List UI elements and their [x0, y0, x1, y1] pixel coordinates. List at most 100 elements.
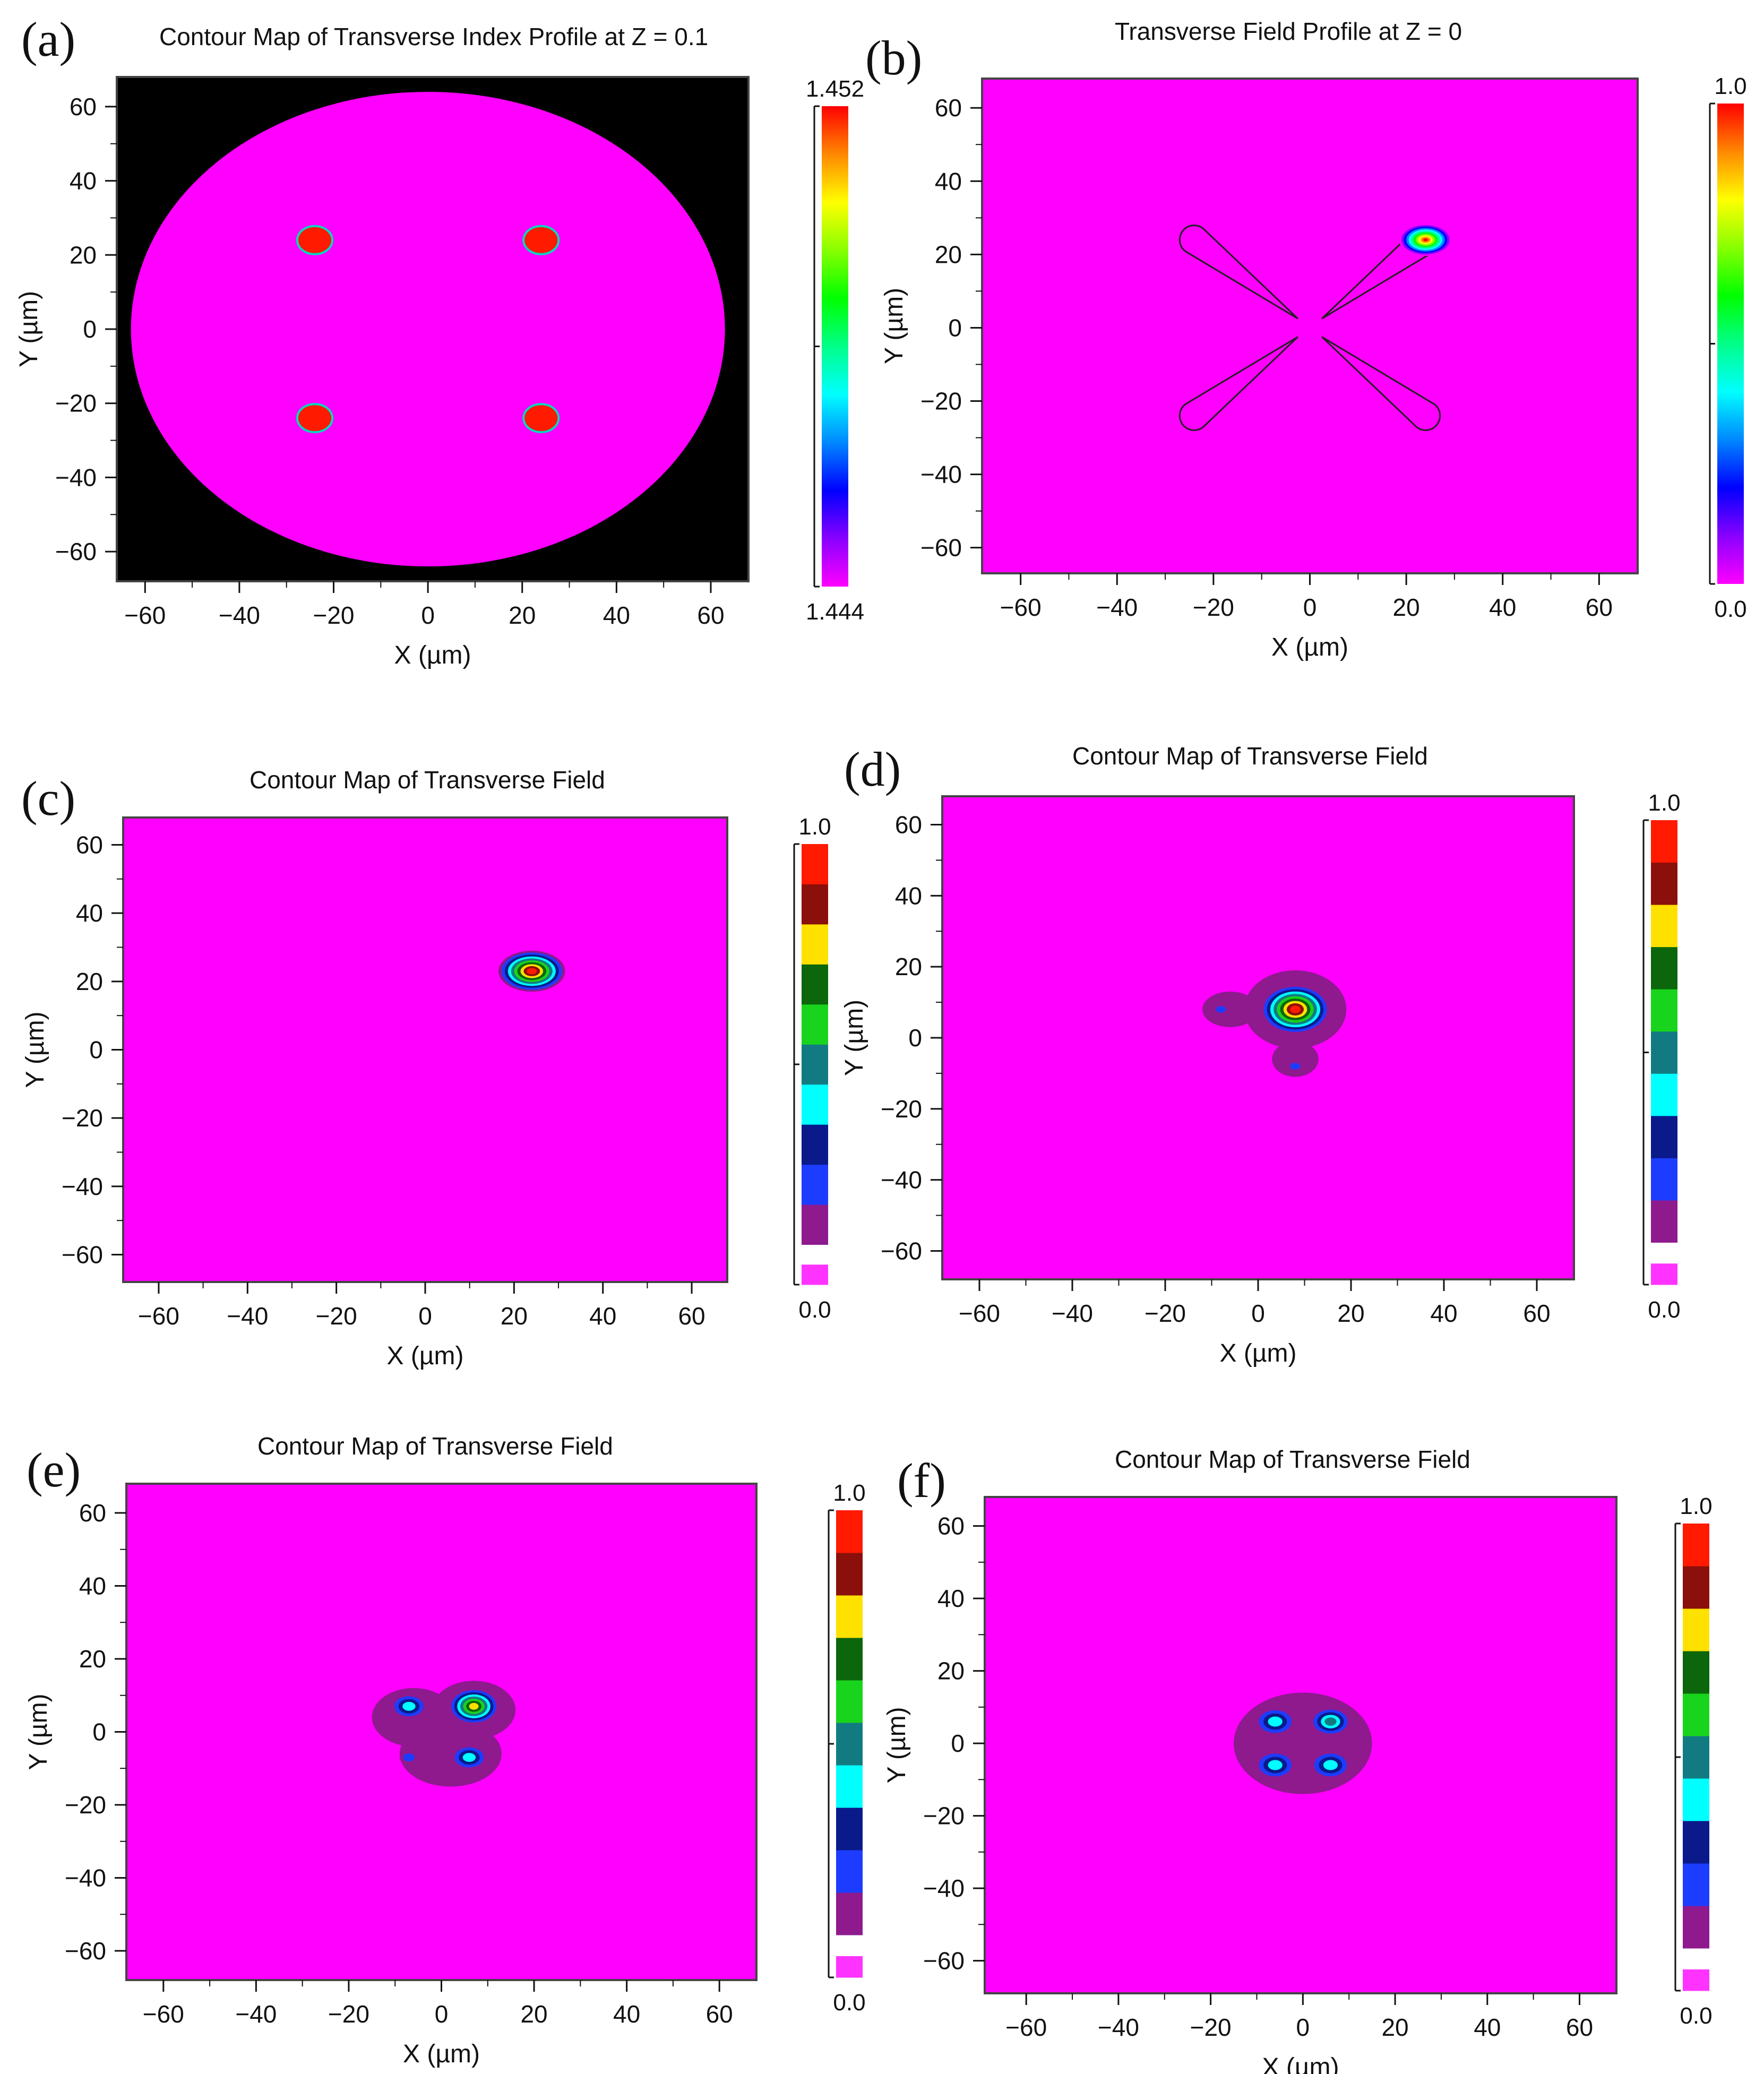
x-tick-label: −60 [1005, 2013, 1047, 2041]
colorbar-gradient [1717, 104, 1744, 584]
colorbar-level-7 [1651, 946, 1677, 989]
panel-b: (b) Transverse Field Profile at Z = 0−60−… [865, 18, 1747, 661]
colorbar-max-label: 1.0 [833, 1480, 865, 1506]
colorbar-level-10 [1683, 1524, 1709, 1567]
field-spot-2 [1287, 1061, 1304, 1072]
colorbar-level-2 [802, 1164, 828, 1205]
colorbar-level-1 [1683, 1906, 1709, 1949]
core-0 [298, 227, 332, 253]
x-tick-label: −60 [124, 601, 166, 629]
x-tick-label: 20 [520, 2000, 547, 2028]
y-tick-label: −40 [881, 1166, 922, 1194]
contour-level-10 [527, 968, 537, 975]
colorbar-level-8 [802, 924, 828, 965]
y-tick-label: −20 [920, 388, 962, 415]
x-tick-label: 40 [613, 2000, 640, 2028]
panel-a: (a) Contour Map of Transverse Index Profi… [15, 12, 864, 669]
x-tick-label: −60 [959, 1300, 1000, 1327]
field-level-10 [1423, 238, 1428, 242]
axes-a: −60 −40 −20 0 20 40 60 −60 −40 −20 0 20 40 60 X (µm) Y … [15, 93, 725, 669]
plot-area-e [126, 1484, 756, 1980]
x-axis-label: X (µm) [1220, 1339, 1297, 1367]
panel-label-a: (a) [21, 12, 75, 66]
y-axis-label: Y (µm) [840, 1000, 868, 1076]
x-axis-label: X (µm) [403, 2040, 480, 2068]
colorbar-level-1 [802, 1204, 828, 1245]
y-tick-label: −60 [65, 1937, 106, 1965]
x-tick-label: 60 [1523, 1300, 1550, 1327]
colorbar-level-3 [1683, 1821, 1709, 1864]
contour-halo-2 [399, 1720, 502, 1787]
y-tick-label: −60 [920, 534, 962, 562]
colorbar-level-8 [1651, 905, 1677, 948]
colorbar-c: 1.0 0.0 [793, 814, 831, 1323]
colorbar-level-2 [1651, 1158, 1677, 1201]
colorbar-max-label: 1.0 [798, 814, 831, 840]
x-axis-label: X (µm) [394, 641, 471, 669]
colorbar-level-2 [1683, 1863, 1709, 1906]
y-tick-label: 20 [895, 953, 922, 980]
colorbar-max-label: 1.0 [1680, 1493, 1712, 1519]
colorbar-level-0 [1683, 1969, 1709, 1991]
plot-background [982, 79, 1638, 573]
plot-area-b [982, 79, 1638, 573]
y-tick-label: 0 [948, 314, 962, 341]
axes-f: −60 −40 −20 0 20 40 60 −60 −40 −20 0 20 40 60 X (µm) Y … [883, 1512, 1593, 2074]
colorbar-level-6 [836, 1680, 863, 1723]
colorbar-max-label: 1.0 [1648, 790, 1680, 816]
colorbar-level-3 [802, 1124, 828, 1165]
colorbar-level-9 [1683, 1566, 1709, 1609]
colorbar-level-6 [1683, 1693, 1709, 1736]
x-tick-label: 20 [1337, 1300, 1364, 1327]
plot-background [123, 817, 727, 1282]
plot-frame [984, 1496, 1617, 1994]
y-tick-label: 0 [89, 1036, 103, 1064]
contour-level-4 [402, 1702, 416, 1711]
x-tick-label: 20 [1393, 593, 1420, 621]
colorbar-gradient [822, 106, 848, 587]
colorbar-level-10 [802, 844, 828, 884]
colorbar-level-0 [1651, 1263, 1677, 1285]
colorbar-level-4 [1683, 1778, 1709, 1821]
panel-title-f: Contour Map of Transverse Field [1115, 1445, 1470, 1473]
panel-label-c: (c) [21, 771, 75, 825]
colorbar-level-8 [836, 1595, 863, 1638]
x-tick-label: −20 [1193, 593, 1234, 621]
field-spot-0 [1399, 223, 1452, 256]
contour-level-4 [462, 1753, 476, 1762]
panel-label-d: (d) [844, 742, 901, 796]
colorbar-level-7 [1683, 1651, 1709, 1694]
y-tick-label: −20 [881, 1095, 922, 1123]
contour-halo-2 [1272, 1041, 1319, 1077]
panel-title-e: Contour Map of Transverse Field [257, 1432, 613, 1460]
colorbar-level-7 [836, 1638, 863, 1681]
colorbar-level-2 [836, 1850, 863, 1893]
y-tick-label: 40 [937, 1585, 965, 1612]
colorbar-min-label: 1.444 [806, 599, 864, 625]
field-spot-0 [1254, 1707, 1296, 1736]
x-tick-label: −40 [1096, 593, 1138, 621]
x-axis-label: X (µm) [387, 1342, 464, 1370]
y-tick-label: −40 [923, 1874, 965, 1902]
y-tick-label: 60 [895, 811, 922, 839]
colorbar-level-9 [1651, 862, 1677, 905]
panel-title-a: Contour Map of Transverse Index Profile … [159, 23, 708, 50]
colorbar-level-3 [836, 1808, 863, 1851]
x-tick-label: −60 [1000, 593, 1042, 621]
cladding-region [131, 91, 725, 567]
y-axis-label: Y (µm) [21, 1011, 49, 1088]
y-tick-label: −40 [55, 463, 97, 491]
x-tick-label: −40 [1098, 2013, 1139, 2041]
colorbar-level-8 [1683, 1608, 1709, 1651]
colorbar-level-0 [802, 1264, 828, 1285]
colorbar-e: 1.0 0.0 [828, 1480, 866, 2016]
panel-d: (d) Contour Map of Transverse Field −60 −40… [840, 742, 1681, 1367]
contour-halo-0 [1234, 1692, 1372, 1794]
x-tick-label: 20 [1381, 2013, 1408, 2041]
x-tick-label: 0 [418, 1302, 432, 1330]
x-tick-label: 60 [1566, 2013, 1593, 2041]
field-spot-3 [1310, 1750, 1352, 1780]
y-axis-label: Y (µm) [24, 1693, 53, 1770]
contour-level-10 [1290, 1005, 1301, 1013]
field-spot-1 [1310, 1707, 1352, 1736]
